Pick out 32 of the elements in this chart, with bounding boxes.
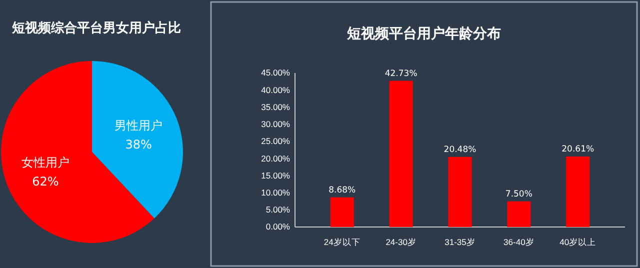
data-label: 62% bbox=[32, 174, 59, 188]
pie-slice bbox=[92, 61, 183, 218]
x-tick-label: 36-40岁 bbox=[504, 237, 534, 248]
bar bbox=[389, 80, 413, 227]
x-tick-label: 24岁以下 bbox=[324, 237, 360, 248]
slice-label: 女性用户 bbox=[21, 155, 70, 170]
x-tick-label: 24-30岁 bbox=[386, 237, 416, 248]
data-label: 7.50% bbox=[505, 189, 532, 200]
bar bbox=[448, 156, 472, 227]
data-label: 42.73% bbox=[384, 68, 418, 79]
y-tick-label: 10.00% bbox=[261, 188, 290, 198]
data-label: 38% bbox=[125, 138, 152, 152]
y-tick-label: 35.00% bbox=[261, 102, 290, 112]
bar bbox=[330, 197, 354, 227]
y-tick-label: 0.00% bbox=[266, 222, 290, 232]
bar bbox=[507, 201, 531, 227]
y-tick-label: 5.00% bbox=[266, 204, 290, 215]
chart-title: 短视频平台用户年龄分布 bbox=[346, 25, 501, 42]
y-tick-label: 20.00% bbox=[261, 153, 290, 164]
slice-label: 男性用户 bbox=[114, 118, 163, 133]
x-tick-label: 40岁以上 bbox=[560, 237, 596, 248]
x-tick-label: 31-35岁 bbox=[444, 237, 476, 248]
y-tick-label: 15.00% bbox=[261, 170, 290, 180]
bar bbox=[566, 156, 590, 227]
y-tick-label: 40.00% bbox=[261, 84, 290, 95]
y-tick-label: 30.00% bbox=[261, 119, 290, 130]
y-tick-label: 25.00% bbox=[261, 136, 290, 146]
data-label: 20.61% bbox=[562, 144, 594, 154]
data-label: 20.48% bbox=[444, 144, 476, 155]
chart-title: 短视频综合平台男女用户占比 bbox=[11, 20, 181, 36]
y-tick-label: 45.00% bbox=[261, 68, 290, 78]
data-label: 8.68% bbox=[328, 185, 356, 196]
